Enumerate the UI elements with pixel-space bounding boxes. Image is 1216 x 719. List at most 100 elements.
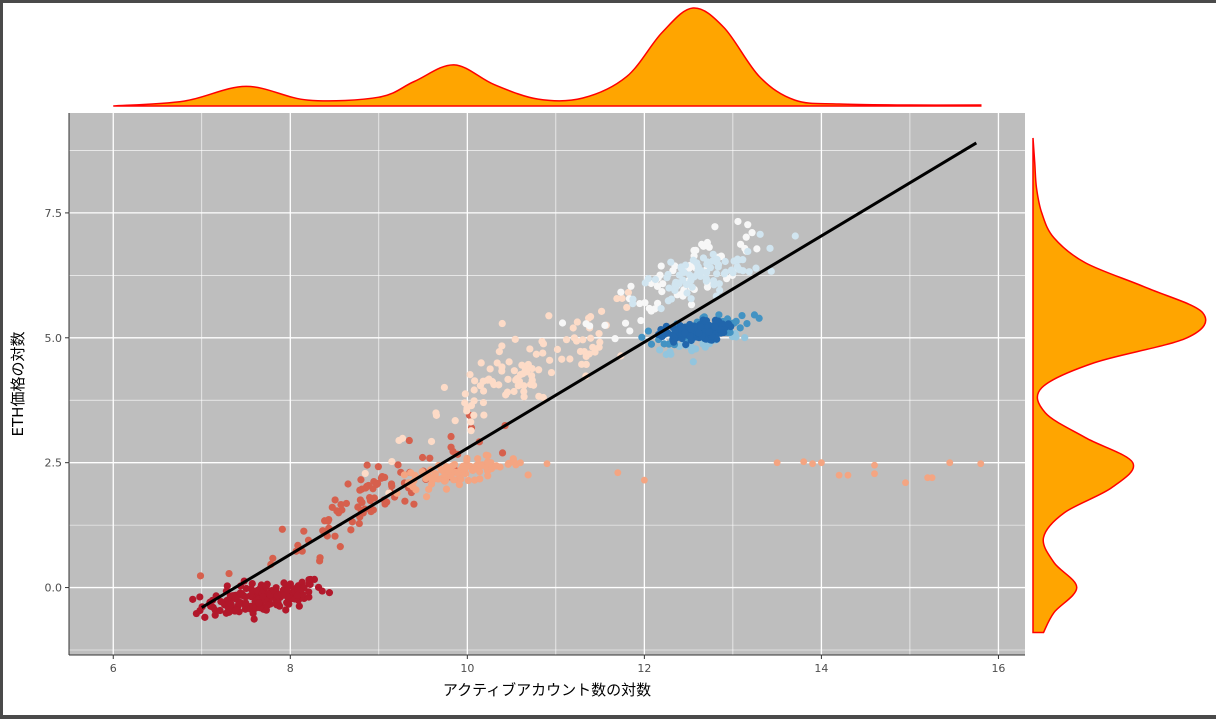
scatter-point-series-0: [236, 589, 244, 597]
scatter-point-series-5: [727, 266, 736, 274]
scatter-point-series-5: [722, 268, 730, 276]
scatter-point-series-1: [335, 509, 343, 517]
scatter-point-series-2: [441, 477, 449, 485]
scatter-point-series-1: [337, 500, 345, 509]
scatter-point-series-5: [791, 232, 799, 240]
scatter-point-series-5: [675, 271, 683, 279]
scatter-point-series-3: [427, 437, 436, 446]
scatter-point-outlier: [928, 474, 936, 482]
scatter-point-series-1: [344, 480, 352, 488]
scatter-point-series-1: [363, 461, 371, 469]
scatter-point-series-5: [664, 297, 672, 305]
scatter-point-outlier: [800, 458, 808, 466]
scatter-point-series-5: [710, 281, 718, 289]
scatter-point-outlier: [977, 460, 985, 468]
scatter-point-series-1: [269, 554, 277, 562]
scatter-point-series-3: [596, 338, 604, 346]
scatter-point-series-5: [629, 300, 637, 308]
scatter-point-series-3: [513, 374, 521, 383]
scatter-point-series-1: [347, 526, 355, 534]
scatter-point-series-8: [681, 329, 689, 337]
scatter-point-series-2: [471, 476, 479, 484]
scatter-point-series-1: [374, 463, 382, 471]
scatter-point-series-3: [618, 294, 626, 302]
scatter-point-series-1: [370, 477, 378, 486]
scatter-point-series-2: [450, 460, 459, 469]
y-tick-label: 7.5: [45, 207, 63, 220]
scatter-point-series-5: [709, 250, 717, 258]
scatter-point-series-8: [705, 328, 713, 336]
scatter-point-series-5: [739, 267, 747, 275]
y-tick-label: 2.5: [45, 457, 63, 470]
scatter-point-series-0: [259, 592, 267, 601]
scatter-point-series-5: [766, 244, 774, 252]
scatter-point-series-3: [624, 288, 632, 297]
scatter-point-series-4: [703, 238, 711, 247]
scatter-point-outlier: [818, 459, 825, 467]
scatter-point-series-1: [394, 461, 402, 469]
scatter-point-series-0: [282, 606, 290, 614]
scatter-point-series-0: [227, 600, 235, 608]
scatter-point-series-0: [196, 593, 204, 601]
y-tick-label: 0.0: [45, 582, 63, 595]
scatter-point-series-3: [528, 364, 536, 373]
scatter-point-series-0: [231, 595, 240, 603]
scatter-point-series-3: [361, 469, 369, 478]
scatter-point-series-0: [283, 599, 291, 607]
scatter-point-series-7: [743, 320, 751, 328]
scatter-point-series-0: [305, 576, 313, 584]
scatter-point-series-0: [275, 602, 283, 610]
scatter-point-series-4: [711, 223, 719, 231]
scatter-point-series-0: [217, 598, 225, 606]
x-tick-label: 6: [110, 662, 117, 675]
scatter-point-series-3: [535, 366, 543, 374]
scatter-point-series-2: [425, 485, 433, 493]
scatter-point-series-3: [562, 336, 571, 344]
scatter-point-series-6: [689, 358, 697, 366]
scatter-point-series-3: [510, 387, 518, 396]
scatter-point-series-5: [756, 230, 764, 238]
scatter-point-series-4: [617, 288, 625, 296]
scatter-point-series-3: [545, 312, 553, 320]
scatter-point-series-7: [715, 311, 723, 319]
scatter-point-series-6: [656, 346, 664, 354]
scatter-point-series-3: [526, 345, 534, 353]
scatter-point-series-5: [702, 277, 710, 285]
scatter-point-series-8: [686, 332, 694, 340]
scatter-point-series-4: [637, 316, 645, 325]
scatter-point-series-3: [503, 388, 512, 396]
scatter-point-series-3: [589, 343, 597, 351]
scatter-point-series-3: [466, 371, 474, 379]
scatter-point-series-5: [702, 268, 711, 277]
scatter-point-series-1: [418, 453, 427, 462]
scatter-point-series-0: [295, 602, 303, 610]
scatter-point-series-3: [432, 409, 440, 417]
scatter-point-series-2: [427, 480, 436, 488]
scatter-point-series-4: [651, 305, 659, 313]
scatter-point-series-7: [647, 340, 656, 348]
scatter-point-series-3: [461, 390, 469, 398]
scatter-point-series-1: [447, 432, 455, 441]
scatter-point-series-1: [405, 436, 413, 445]
scatter-point-series-3: [573, 318, 581, 326]
scatter-point-series-3: [479, 398, 488, 407]
scatter-point-series-0: [263, 601, 272, 610]
scatter-point-series-5: [713, 270, 721, 278]
scatter-point-series-2: [444, 466, 453, 475]
scatter-point-series-2: [464, 476, 472, 485]
scatter-point-series-3: [526, 380, 535, 389]
scatter-point-series-2: [422, 493, 431, 501]
scatter-point-series-0: [273, 591, 282, 599]
scatter-point-series-3: [493, 359, 501, 367]
scatter-point-series-8: [718, 320, 727, 328]
scatter-point-series-3: [451, 417, 459, 425]
scatter-point-series-5: [687, 295, 695, 303]
scatter-point-series-1: [401, 497, 409, 505]
scatter-point-series-5: [739, 256, 747, 264]
scatter-point-series-3: [613, 294, 621, 303]
scatter-point-series-3: [480, 411, 488, 419]
scatter-point-series-2: [463, 456, 471, 465]
scatter-point-series-4: [744, 221, 752, 229]
scatter-point-series-0: [231, 607, 239, 615]
scatter-point-series-4: [657, 262, 665, 270]
